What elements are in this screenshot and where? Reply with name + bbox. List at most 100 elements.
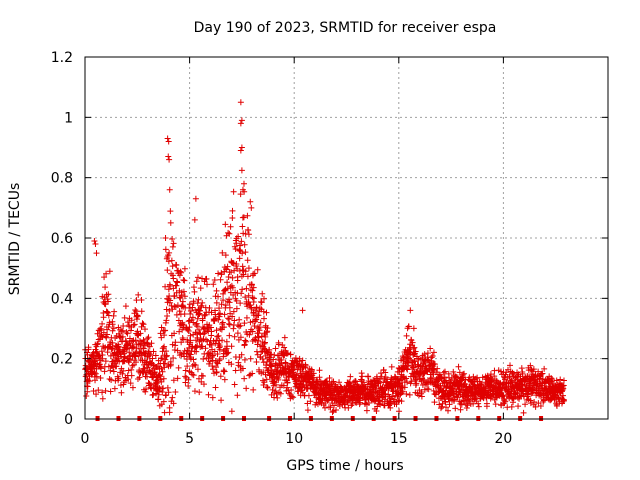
data-point — [421, 351, 428, 358]
data-point — [215, 270, 222, 277]
data-point — [135, 353, 142, 360]
data-point — [237, 334, 244, 341]
data-point — [132, 359, 139, 366]
data-point — [233, 260, 240, 267]
data-point — [174, 279, 181, 286]
data-point — [181, 311, 188, 318]
data-point — [413, 374, 420, 381]
data-point — [277, 390, 284, 397]
data-point — [234, 322, 241, 329]
data-point — [187, 355, 194, 362]
data-point — [450, 368, 457, 375]
data-point — [172, 388, 179, 395]
data-point — [304, 407, 311, 414]
data-point — [197, 285, 204, 292]
data-point — [560, 397, 567, 404]
data-point — [102, 358, 109, 365]
data-point — [375, 378, 382, 385]
data-point — [356, 401, 363, 408]
data-point — [136, 367, 143, 374]
data-point — [401, 384, 408, 391]
data-point — [138, 296, 145, 303]
data-point — [100, 329, 107, 336]
data-point — [217, 343, 224, 350]
data-point — [197, 304, 204, 311]
data-point — [178, 269, 185, 276]
data-point — [403, 375, 410, 382]
data-point — [478, 381, 485, 388]
x-tick-label: 5 — [185, 431, 194, 447]
data-point — [133, 345, 140, 352]
data-point — [107, 388, 114, 395]
data-point — [363, 407, 370, 414]
data-point — [548, 375, 555, 382]
data-point — [214, 360, 221, 367]
data-point — [330, 408, 337, 415]
data-point — [438, 403, 445, 410]
data-point — [239, 263, 246, 270]
data-point — [169, 394, 176, 401]
data-point — [163, 392, 170, 398]
data-point-outlier — [91, 238, 98, 245]
data-point — [232, 367, 239, 374]
data-point — [98, 326, 105, 333]
data-point — [105, 323, 112, 330]
data-point — [211, 277, 218, 284]
y-tick-label: 0.4 — [51, 291, 73, 307]
data-point — [162, 356, 169, 363]
data-point — [357, 399, 364, 406]
data-point — [307, 398, 314, 405]
data-point — [118, 328, 125, 335]
data-point — [358, 378, 365, 385]
data-point — [190, 372, 197, 379]
data-point-outlier — [166, 156, 173, 163]
data-point — [153, 380, 160, 387]
data-point — [159, 368, 166, 375]
data-point — [93, 373, 100, 380]
data-point — [230, 308, 237, 315]
data-point — [428, 354, 435, 361]
data-point — [208, 324, 215, 331]
data-point — [537, 403, 544, 410]
data-point — [247, 319, 254, 326]
data-point — [329, 409, 336, 416]
data-point — [295, 388, 302, 395]
data-point — [427, 345, 434, 352]
data-point — [143, 385, 150, 392]
data-point — [104, 309, 111, 316]
data-point — [508, 403, 515, 410]
data-point — [150, 391, 157, 398]
data-point — [377, 370, 384, 377]
data-point — [202, 345, 209, 352]
data-point — [240, 230, 247, 237]
data-point — [194, 366, 201, 373]
data-point — [241, 341, 248, 348]
data-point — [162, 283, 169, 290]
data-point — [133, 297, 140, 304]
data-point — [85, 344, 92, 351]
data-point-outlier — [237, 147, 244, 154]
data-point — [336, 379, 343, 386]
data-point — [316, 374, 323, 381]
data-point — [182, 379, 189, 386]
data-point — [304, 400, 311, 407]
data-point — [185, 318, 192, 325]
data-point — [230, 260, 237, 267]
data-point — [382, 369, 389, 376]
data-point — [173, 261, 180, 268]
data-point — [507, 362, 514, 369]
data-point-outlier — [237, 99, 244, 106]
data-point — [241, 320, 248, 327]
data-point — [225, 315, 232, 322]
data-point — [193, 278, 200, 285]
data-point — [250, 284, 257, 291]
data-point — [264, 325, 271, 332]
data-point — [511, 370, 518, 377]
data-point — [258, 333, 265, 340]
data-point — [447, 379, 454, 386]
data-point — [245, 298, 252, 305]
data-point — [264, 358, 271, 365]
data-point — [418, 393, 425, 400]
data-point — [226, 296, 233, 303]
data-point — [133, 308, 140, 315]
